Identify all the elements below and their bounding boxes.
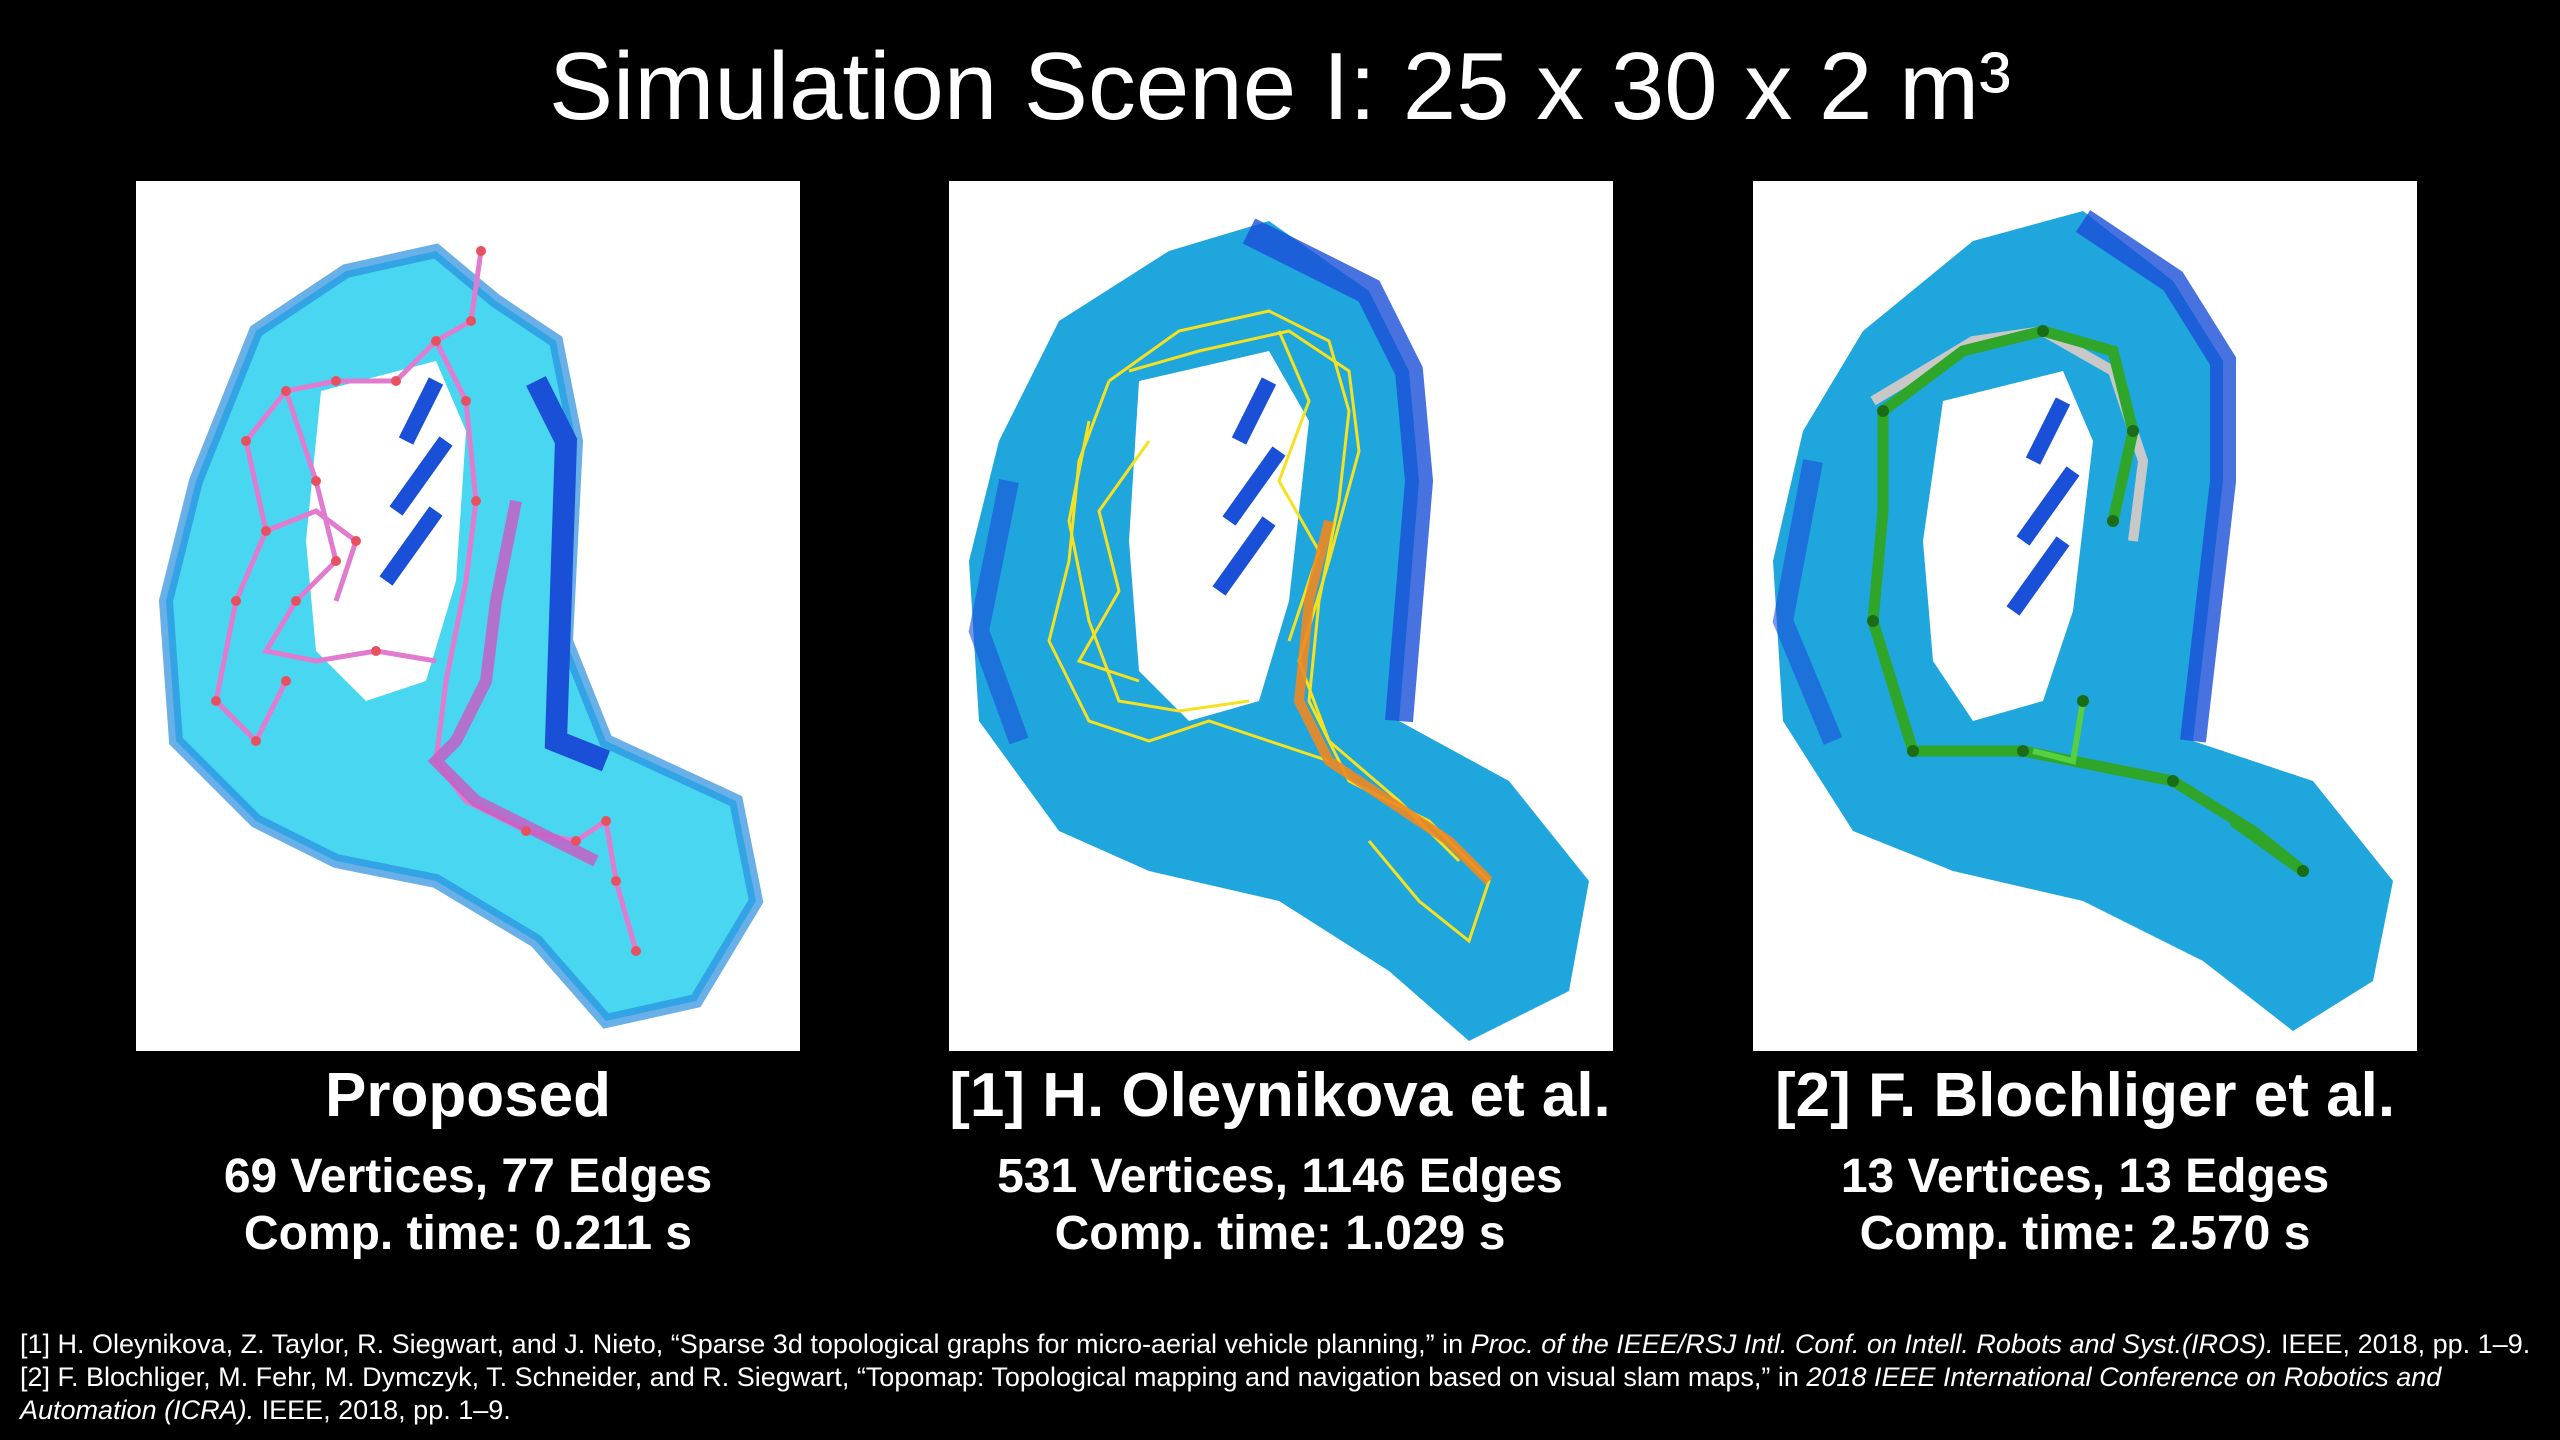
stats-comp-time-oleynikova: Comp. time: 1.029 s	[1054, 1207, 1506, 1260]
map-hole	[306, 361, 466, 701]
map-hole	[1129, 351, 1309, 721]
graph-edges-blochliger	[1867, 325, 2307, 876]
map-image-blochliger	[1772, 210, 2393, 1031]
map-image-proposed	[158, 243, 764, 1029]
map-region	[166, 251, 756, 1021]
reference-1: [1] H. Oleynikova, Z. Taylor, R. Siegwar…	[20, 1329, 2531, 1359]
graph-vertices-proposed	[211, 246, 641, 956]
stats-comp-time-blochliger: Comp. time: 2.570 s	[1859, 1207, 2311, 1260]
stats-comp-time-proposed: Comp. time: 0.211 s	[243, 1207, 693, 1260]
robot-path-oleynikova	[1293, 519, 1493, 885]
map-panel-blochliger	[1753, 181, 2417, 1051]
map-hole	[1923, 371, 2093, 721]
map-panel-oleynikova	[949, 181, 1613, 1051]
stats-vertices-edges-oleynikova: 531 Vertices, 1146 Edges	[997, 1150, 1563, 1203]
graph-vertices-blochliger	[1867, 325, 2309, 877]
map-image-oleynikova	[968, 218, 1589, 1041]
references: [1] H. Oleynikova, Z. Taylor, R. Siegwar…	[20, 1328, 2540, 1427]
reference-2: [2] F. Blochliger, M. Fehr, M. Dymczyk, …	[20, 1362, 2442, 1425]
map-panel-proposed	[136, 181, 800, 1051]
map-region	[1773, 211, 2393, 1031]
method-label-oleynikova: [1] H. Oleynikova et al.	[949, 1061, 1611, 1130]
stats-vertices-edges-blochliger: 13 Vertices, 13 Edges	[1840, 1150, 2330, 1203]
method-label-proposed: Proposed	[325, 1061, 611, 1130]
stats-vertices-edges-proposed: 69 Vertices, 77 Edges	[223, 1150, 713, 1203]
slide-title: Simulation Scene I: 25 x 30 x 2 m³	[548, 33, 2012, 140]
robot-path-proposed	[427, 499, 599, 867]
method-label-blochliger: [2] F. Blochliger et al.	[1774, 1061, 2396, 1130]
